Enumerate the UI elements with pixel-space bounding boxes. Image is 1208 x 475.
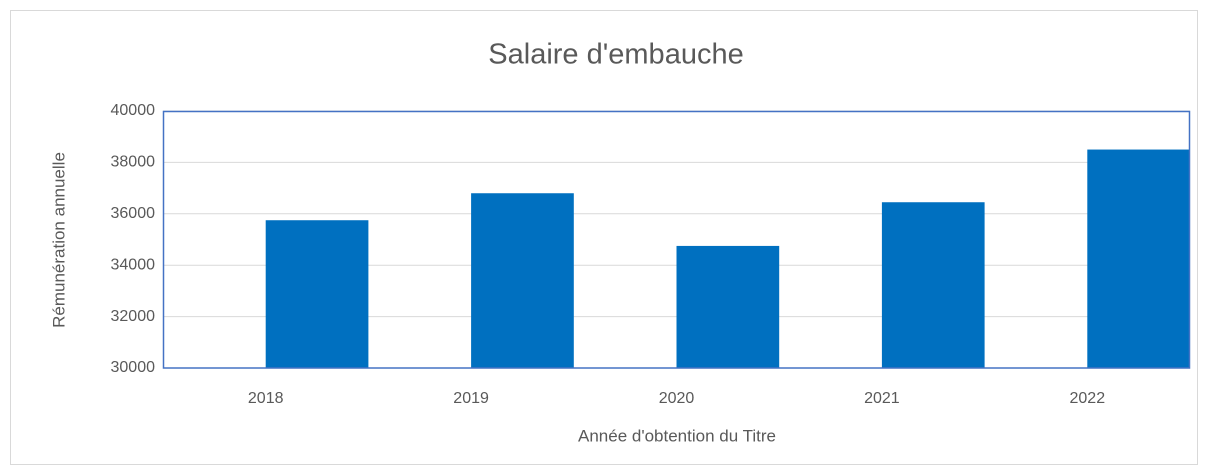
- x-axis-title: Année d'obtention du Titre: [578, 426, 776, 445]
- y-tick-label: 30000: [111, 359, 156, 376]
- bar: [265, 220, 369, 368]
- x-tick-label: 2019: [453, 390, 489, 407]
- bars: [265, 149, 1190, 368]
- y-axis-title: Rémunération annuelle: [49, 152, 68, 328]
- y-tick-label: 36000: [111, 205, 156, 222]
- x-tick-label: 2022: [1070, 390, 1106, 407]
- y-tick-label: 34000: [111, 256, 156, 273]
- labels: 30000 32000 34000 36000 38000 40000 2018 2019 20…: [111, 102, 1106, 407]
- y-tick-label: 40000: [111, 102, 156, 119]
- x-tick-label: 2020: [659, 390, 695, 407]
- chart-frame: [10, 10, 1198, 465]
- bar: [1087, 149, 1190, 368]
- chart-title: Salaire d'embauche: [488, 39, 743, 71]
- bar: [471, 193, 574, 368]
- plot-border: [162, 110, 1191, 369]
- x-tick-label: 2018: [248, 390, 284, 407]
- y-tick-label: 32000: [111, 308, 156, 325]
- bar: [676, 245, 780, 368]
- x-tick-label: 2021: [864, 390, 900, 407]
- bar: [881, 202, 985, 368]
- y-tick-label: 38000: [111, 154, 156, 171]
